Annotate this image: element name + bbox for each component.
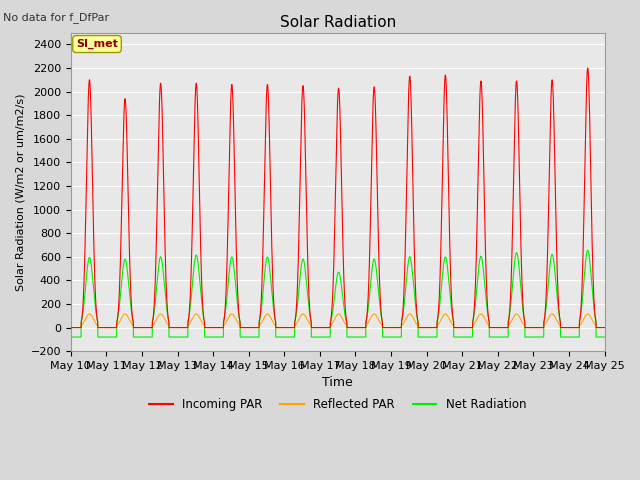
- X-axis label: Time: Time: [323, 376, 353, 389]
- Title: Solar Radiation: Solar Radiation: [280, 15, 396, 30]
- Y-axis label: Solar Radiation (W/m2 or um/m2/s): Solar Radiation (W/m2 or um/m2/s): [15, 93, 25, 290]
- Legend: Incoming PAR, Reflected PAR, Net Radiation: Incoming PAR, Reflected PAR, Net Radiati…: [145, 393, 531, 415]
- Text: SI_met: SI_met: [76, 39, 118, 49]
- Text: No data for f_DfPar: No data for f_DfPar: [3, 12, 109, 23]
